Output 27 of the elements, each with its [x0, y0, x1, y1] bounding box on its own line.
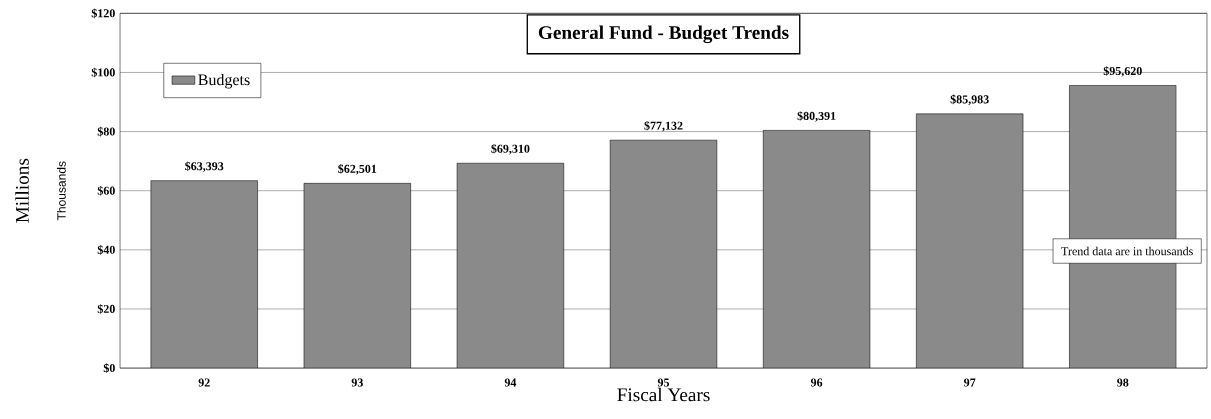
annotation: $85,983: [950, 94, 989, 106]
annotation: $63,393: [185, 161, 224, 173]
annotation: $69,310: [491, 144, 530, 155]
text: Thousands: [56, 161, 66, 221]
x-tick-label: 92: [198, 378, 210, 387]
x-axis-title: Fiscal Years: [617, 387, 710, 402]
x-tick-label: 96: [810, 378, 823, 387]
x-tick-label: 98: [1117, 378, 1129, 387]
y-tick-label: $80: [97, 126, 115, 137]
y-tick-label: $60: [97, 186, 115, 196]
y-tick-label: $20: [97, 304, 115, 314]
y-tick-label: $100: [91, 67, 115, 78]
annotation: $62,501: [338, 164, 377, 175]
legend-label: Budgets: [198, 74, 250, 89]
annotation: $80,391: [797, 111, 836, 122]
text: General Fund - Budget Trends: [538, 25, 789, 44]
x-tick-label: 94: [504, 378, 517, 387]
y-tick-label: $120: [91, 8, 115, 19]
annotation: Trend data are in thousands: [1061, 246, 1193, 256]
annotation: $77,132: [644, 121, 683, 132]
annotation: $95,620: [1103, 66, 1142, 77]
x-tick-label: 95: [657, 378, 670, 387]
x-tick-label: 93: [351, 378, 363, 387]
y-tick-label: $40: [97, 245, 115, 255]
x-tick-label: 97: [964, 378, 976, 387]
y-tick-label: $0: [103, 363, 115, 374]
y-axis-title: Millions: [15, 158, 29, 223]
